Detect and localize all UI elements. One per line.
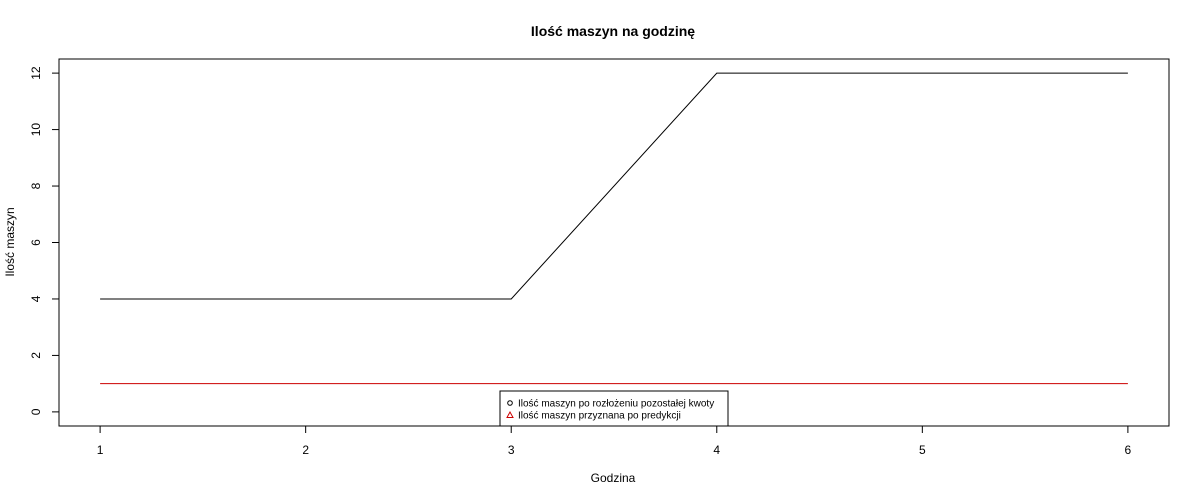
- x-tick-label: 1: [97, 443, 104, 457]
- legend-marker-triangle: [506, 410, 514, 418]
- legend-entry-label: Ilość maszyn po rozłożeniu pozostałej kw…: [518, 399, 714, 410]
- legend: Ilość maszyn po rozłożeniu pozostałej kw…: [499, 390, 729, 427]
- series-layer: [100, 72, 1128, 385]
- y-tick-label: 2: [29, 352, 43, 359]
- y-axis-label: Ilość maszyn: [3, 207, 17, 276]
- x-tick-label: 2: [302, 443, 309, 457]
- series-line-1: [100, 72, 1128, 300]
- x-tick-label: 6: [1125, 443, 1132, 457]
- legend-box: [499, 390, 729, 427]
- x-tick-label: 5: [919, 443, 926, 457]
- y-tick-label: 4: [29, 295, 43, 302]
- x-tick-label: 3: [508, 443, 515, 457]
- y-tick-label: 0: [29, 408, 43, 415]
- x-tick-label: 4: [713, 443, 720, 457]
- y-tick-label: 8: [29, 182, 43, 189]
- x-axis-label: Godzina: [591, 471, 636, 485]
- y-tick-label: 12: [29, 66, 43, 80]
- y-tick-label: 10: [29, 123, 43, 137]
- y-tick-label: 6: [29, 239, 43, 246]
- plot-frame: [58, 58, 1170, 427]
- legend-entry-label: Ilość maszyn przyznana po predykcji: [518, 411, 681, 422]
- chart-title: Ilość maszyn na godzinę: [531, 23, 695, 39]
- legend-marker-circle: [507, 400, 513, 406]
